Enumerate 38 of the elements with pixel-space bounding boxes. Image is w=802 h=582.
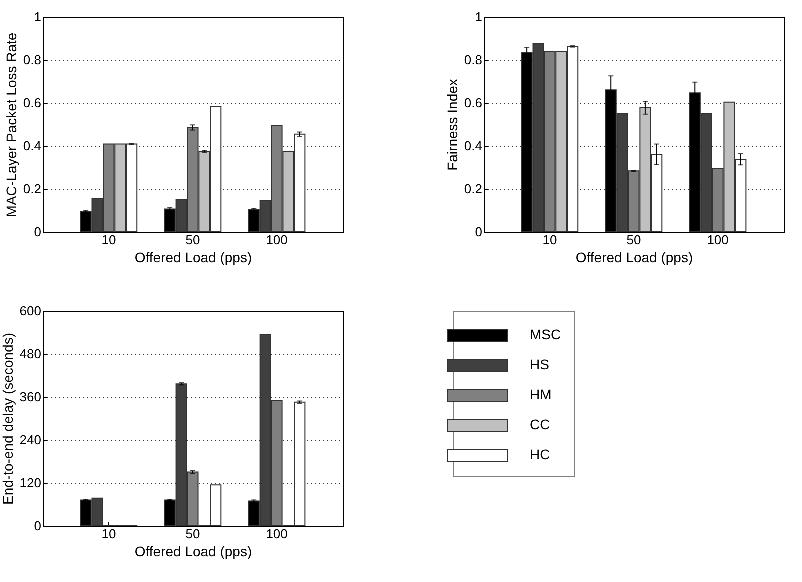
- y-tick-label: 1: [34, 10, 42, 24]
- y-tick-label: 600: [20, 304, 42, 318]
- legend-label: HM: [530, 386, 552, 402]
- x-tick-label: 10: [102, 232, 116, 248]
- x-tick-label: 100: [707, 232, 729, 248]
- x-tick-label: 100: [266, 526, 288, 542]
- x-tick-label: 10: [542, 232, 558, 248]
- x-tick-label: 50: [626, 232, 642, 248]
- y-tick-label: 0: [475, 224, 482, 240]
- x-axis-title: Offered Load (pps): [134, 544, 252, 560]
- y-tick-label: 480: [20, 346, 42, 362]
- y-tick-label: 0.4: [23, 138, 42, 154]
- x-tick-label: 100: [266, 232, 288, 248]
- x-axis-title: Offered Load (pps): [576, 250, 694, 266]
- y-tick-label: 0.4: [464, 138, 482, 154]
- y-tick-label: 0: [34, 518, 42, 534]
- y-tick-label: 0.8: [23, 52, 42, 68]
- y-tick-label: 360: [20, 390, 42, 404]
- legend-label: HS: [530, 356, 550, 372]
- y-tick-label: 240: [20, 432, 42, 448]
- x-tick-label: 10: [102, 526, 116, 542]
- y-tick-label: 0.2: [23, 182, 42, 196]
- y-axis-title: Fairness Index: [444, 79, 460, 171]
- x-axis-title: Offered Load (pps): [134, 250, 252, 266]
- y-tick-label: 0.6: [464, 96, 482, 110]
- y-tick-label: 120: [20, 476, 42, 490]
- y-axis-title: End-to-end delay (seconds): [0, 333, 16, 505]
- y-tick-label: 0.8: [464, 52, 482, 68]
- legend-label: MSC: [530, 326, 562, 342]
- y-axis-title: MAC-Layer Packet Loss Rate: [3, 32, 20, 218]
- y-tick-label: 0: [34, 224, 42, 240]
- legend-label: CC: [530, 416, 550, 432]
- x-tick-label: 50: [186, 526, 200, 542]
- legend-label: HC: [530, 446, 550, 462]
- y-tick-label: 0.6: [23, 96, 42, 110]
- y-tick-label: 1: [475, 10, 482, 24]
- y-tick-label: 0.2: [464, 182, 482, 196]
- x-tick-label: 50: [186, 232, 200, 248]
